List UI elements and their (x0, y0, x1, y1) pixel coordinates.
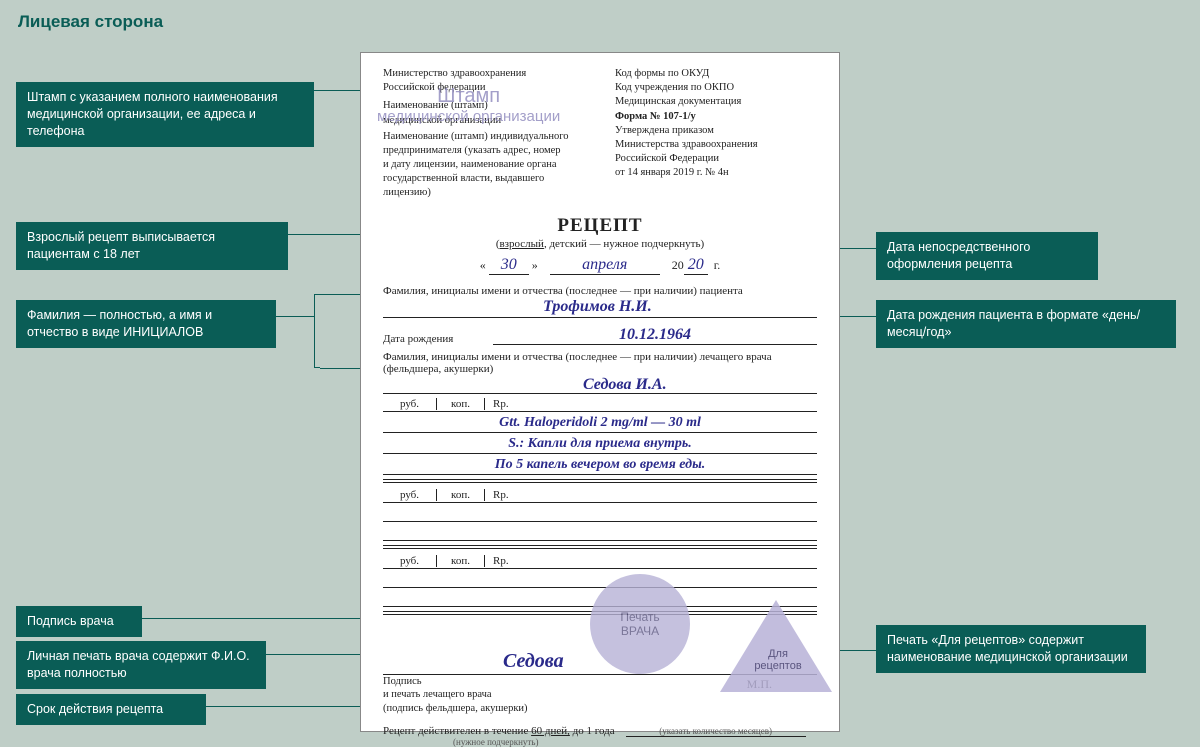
org-seal-stamp (720, 600, 832, 692)
callout-validity: Срок действия рецепта (16, 694, 206, 725)
sig-label-3: (подпись фельдшера, акушерки) (383, 702, 817, 716)
callout-stamp: Штамп с указанием полного наименования м… (16, 82, 314, 147)
callout-date: Дата непосредственного оформления рецепт… (876, 232, 1098, 280)
date-year: 20 (684, 256, 708, 275)
hdr-r4: Форма № 107-1/у (615, 110, 817, 124)
hdr-l5: Наименование (штамп) индивидуального (383, 130, 585, 144)
hdr-l6: предпринимателя (указать адрес, номер (383, 144, 585, 158)
callout-orgseal: Печать «Для рецептов» содержит наименова… (876, 625, 1146, 673)
hdr-l7: и дату лицензии, наименование органа (383, 158, 585, 172)
validity-row: Рецепт действителен в течение 60 дней, д… (383, 725, 817, 747)
rub-row-2: руб. коп. Rp. (383, 489, 817, 503)
org-seal-label: Для рецептов (730, 648, 826, 672)
validity-hint: (нужное подчеркнуть) (453, 737, 817, 747)
connector (276, 316, 314, 317)
rub-row-3: руб. коп. Rp. (383, 555, 817, 569)
rx-line-3: По 5 капель вечером во время еды. (383, 454, 817, 475)
birth-row: Дата рождения 10.12.1964 (383, 326, 817, 345)
hdr-r7: Российской Федерации (615, 152, 817, 166)
validity-underlined: 60 дней, (531, 725, 570, 737)
patient-label: Фамилия, инициалы имени и отчества (посл… (383, 285, 817, 297)
header-left-block: Министерство здравоохранения Российской … (383, 67, 585, 201)
birth-value: 10.12.1964 (493, 326, 817, 345)
rx-line-1: Gtt. Haloperidoli 2 mg/ml — 30 ml (383, 412, 817, 433)
callout-name-rule: Фамилия — полностью, а имя и отчество в … (16, 300, 276, 348)
callout-seal: Личная печать врача содержит Ф.И.О. врач… (16, 641, 266, 689)
recipe-subtitle: (взрослый, детский — нужное подчеркнуть) (383, 238, 817, 250)
hdr-r6: Министерства здравоохранения (615, 138, 817, 152)
doctor-name: Седова И.А. (583, 376, 667, 394)
header-right-block: Код формы по ОКУД Код учреждения по ОКПО… (615, 67, 817, 201)
bracket (314, 294, 320, 368)
hdr-r8: от 14 января 2019 г. № 4н (615, 166, 817, 180)
hdr-l8: государственной власти, выдавшего лиценз… (383, 172, 585, 200)
rub-row-1: руб. коп. Rp. (383, 398, 817, 412)
date-day: 30 (489, 256, 529, 275)
callout-birth: Дата рождения пациента в формате «день/м… (876, 300, 1176, 348)
hdr-r1: Код формы по ОКУД (615, 67, 817, 81)
hdr-r5: Утверждена приказом (615, 124, 817, 138)
date-row: « 30 » апреля 2020 г. (383, 256, 817, 275)
hdr-l1: Министерство здравоохранения (383, 67, 585, 81)
connector (206, 706, 360, 707)
hdr-l2: Российской федерации (383, 81, 585, 95)
rx-line-2: S.: Капли для приема внутрь. (383, 433, 817, 454)
birth-label: Дата рождения (383, 333, 493, 345)
hdr-r2: Код учреждения по ОКПО (615, 81, 817, 95)
patient-name: Трофимов Н.И. (543, 298, 652, 316)
doctor-label: Фамилия, инициалы имени и отчества (посл… (383, 351, 817, 375)
doctor-seal-stamp: Печать ВРАЧА (590, 574, 690, 674)
adult-underlined: взрослый (499, 238, 543, 250)
hdr-r3: Медицинская документация (615, 95, 817, 109)
connector (266, 654, 360, 655)
page-title: Лицевая сторона (18, 12, 163, 32)
recipe-title: РЕЦЕПТ (383, 215, 817, 237)
hdr-l3: Наименование (штамп) (383, 99, 585, 113)
qty-line: (указать количество месяцев) (626, 726, 806, 737)
signature-value: Седова (503, 650, 564, 673)
hdr-l4: медицинской организации (383, 114, 585, 128)
callout-sign: Подпись врача (16, 606, 142, 637)
date-month: апреля (550, 256, 660, 275)
callout-adult: Взрослый рецепт выписывается пациентам с… (16, 222, 288, 270)
